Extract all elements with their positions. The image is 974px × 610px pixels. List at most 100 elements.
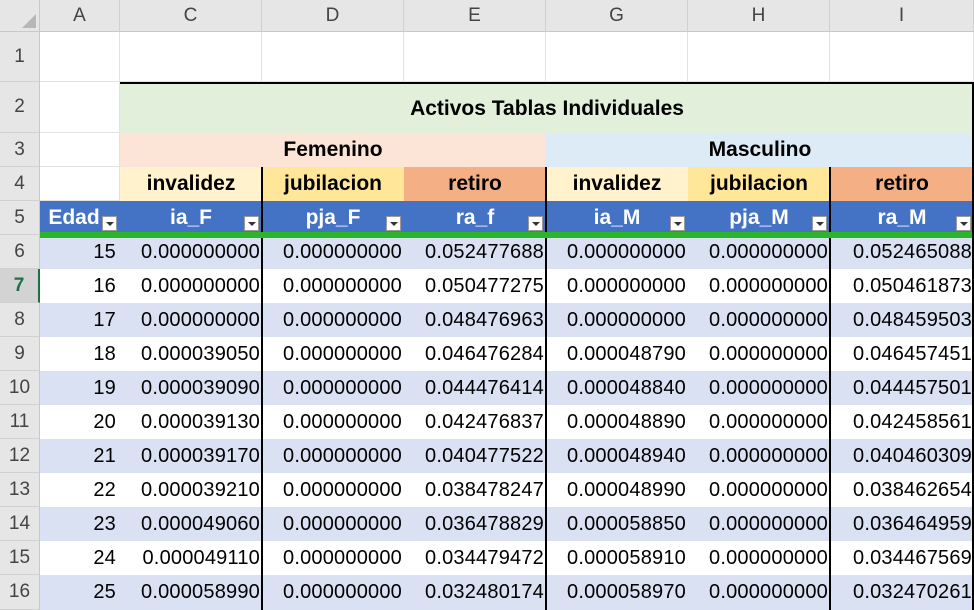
data-cell[interactable]: 25 [93,581,116,603]
data-cell[interactable]: 0.000000000 [283,478,402,501]
data-cell[interactable]: 0.000039170 [141,444,260,467]
row-header-4[interactable]: 4 [0,167,40,201]
data-cell[interactable]: 0.034479472 [425,546,544,569]
data-cell[interactable]: 0.040460309 [853,444,972,467]
filter-dropdown-icon[interactable] [670,216,685,231]
data-cell[interactable]: 0.000039050 [141,342,260,365]
data-cell[interactable]: 0.000048840 [567,376,686,399]
row-header-2[interactable]: 2 [0,82,40,133]
row-header-14[interactable]: 14 [0,507,40,541]
data-cell[interactable]: 0.000000000 [709,546,828,569]
data-cell[interactable]: 0.000000000 [283,376,402,399]
data-cell[interactable]: 0.000000000 [709,512,828,535]
data-cell[interactable]: 0.000048790 [567,342,686,365]
filter-dropdown-icon[interactable] [386,216,401,231]
data-cell[interactable]: 0.000000000 [709,376,828,399]
data-cell[interactable]: 0.036464959 [853,512,972,535]
data-cell[interactable]: 0.000000000 [141,274,260,297]
data-cell[interactable]: 0.000039130 [141,410,260,433]
data-cell[interactable]: 0.000000000 [709,342,828,365]
data-cell[interactable]: 0.000000000 [709,410,828,433]
data-cell[interactable]: 0.034467569 [853,546,972,569]
data-cell[interactable]: 0.046457451 [853,342,972,365]
data-cell[interactable]: 0.038478247 [425,478,544,501]
column-header-i[interactable]: I [830,0,974,32]
data-cell[interactable]: 0.000000000 [709,274,828,297]
column-header-e[interactable]: E [404,0,546,32]
table-header-ra_m[interactable]: ra_M [877,206,927,229]
data-cell[interactable]: 0.042458561 [853,410,972,433]
row-header-3[interactable]: 3 [0,133,40,167]
data-cell[interactable]: 19 [93,376,116,399]
data-cell[interactable]: 0.048476963 [425,308,544,331]
data-cell[interactable]: 0.000000000 [567,274,686,297]
data-cell[interactable]: 0.000000000 [283,546,402,569]
data-cell[interactable]: 0.000000000 [709,240,828,263]
data-cell[interactable]: 0.036478829 [425,512,544,535]
data-cell[interactable]: 0.044457501 [853,376,972,399]
table-header-ia_m[interactable]: ia_M [593,206,641,229]
data-cell[interactable]: 0.046476284 [425,342,544,365]
data-cell[interactable]: 0.000000000 [283,410,402,433]
row-header-8[interactable]: 8 [0,303,40,337]
data-cell[interactable]: 0.000000000 [283,581,402,603]
data-cell[interactable]: 22 [93,478,116,501]
data-cell[interactable]: 23 [93,512,116,535]
data-cell[interactable]: 0.000058990 [141,581,260,603]
data-cell[interactable]: 0.000000000 [567,308,686,331]
data-cell[interactable]: 0.038462654 [853,478,972,501]
data-cell[interactable]: 0.044476414 [425,376,544,399]
data-cell[interactable]: 0.000000000 [141,308,260,331]
data-cell[interactable]: 0.032480174 [425,581,544,603]
filter-dropdown-icon[interactable] [244,216,259,231]
column-header-d[interactable]: D [262,0,404,32]
select-all-corner[interactable] [0,0,40,32]
data-cell[interactable]: 0.000000000 [283,342,402,365]
column-header-c[interactable]: C [120,0,262,32]
filter-dropdown-icon[interactable] [812,216,827,231]
data-cell[interactable]: 15 [93,240,116,263]
data-cell[interactable]: 0.000000000 [709,444,828,467]
data-cell[interactable]: 16 [93,274,116,297]
row-header-10[interactable]: 10 [0,371,40,405]
data-cell[interactable]: 0.052465088 [853,240,972,263]
data-cell[interactable]: 0.040477522 [425,444,544,467]
row-header-12[interactable]: 12 [0,439,40,473]
row-header-15[interactable]: 15 [0,541,40,575]
column-header-a[interactable]: A [40,0,120,32]
data-cell[interactable]: 0.052477688 [425,240,544,263]
data-cell[interactable]: 0.000049110 [142,546,260,569]
data-cell[interactable]: 0.000048990 [567,478,686,501]
table-header-pja_m[interactable]: pja_M [729,206,789,229]
data-cell[interactable]: 0.050477275 [425,274,544,297]
column-header-h[interactable]: H [688,0,830,32]
row-header-5[interactable]: 5 [0,201,40,235]
data-cell[interactable]: 0.000000000 [283,274,402,297]
data-cell[interactable]: 0.000000000 [283,512,402,535]
data-cell[interactable]: 21 [93,444,116,467]
row-header-7[interactable]: 7 [0,269,40,303]
filter-dropdown-icon[interactable] [528,216,543,231]
data-cell[interactable]: 0.000000000 [709,581,828,603]
row-header-11[interactable]: 11 [0,405,40,439]
table-header-edad[interactable]: Edad [48,206,100,229]
row-header-9[interactable]: 9 [0,337,40,371]
data-cell[interactable]: 20 [93,410,116,433]
data-cell[interactable]: 0.000000000 [709,308,828,331]
row-header-1[interactable]: 1 [0,32,40,82]
data-cell[interactable]: 0.050461873 [853,274,972,297]
data-cell[interactable]: 0.000048940 [567,444,686,467]
data-cell[interactable]: 0.000000000 [709,478,828,501]
data-cell[interactable]: 24 [93,546,116,569]
filter-dropdown-icon[interactable] [956,216,971,231]
data-cell[interactable]: 0.048459503 [853,308,972,331]
row-header-16[interactable]: 16 [0,575,40,610]
data-cell[interactable]: 0.000000000 [141,240,260,263]
data-cell[interactable]: 0.000058910 [567,546,686,569]
data-cell[interactable]: 18 [93,342,116,365]
filter-dropdown-icon[interactable] [102,216,117,231]
column-header-g[interactable]: G [546,0,688,32]
row-header-6[interactable]: 6 [0,235,40,269]
data-cell[interactable]: 0.032470261 [853,581,972,603]
